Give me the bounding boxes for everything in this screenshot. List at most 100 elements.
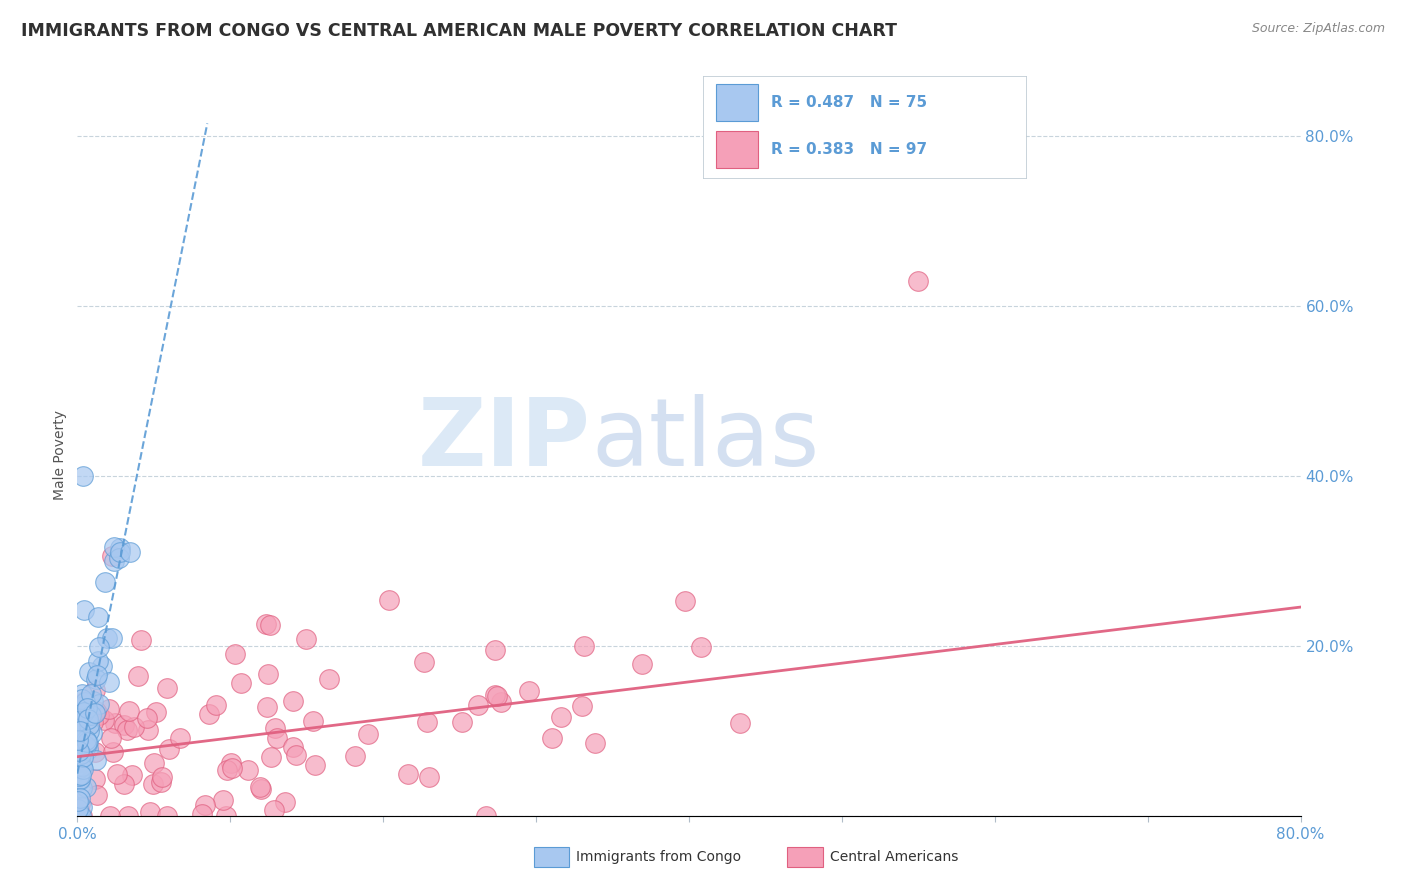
Point	[86, 653, 108, 667]
Point	[67, 706, 90, 720]
Point	[72, 469, 94, 483]
Point	[89, 708, 111, 723]
Point	[72, 698, 94, 713]
Point	[120, 545, 142, 559]
Point	[224, 647, 246, 661]
Point	[70, 799, 93, 814]
Point	[101, 745, 124, 759]
Point	[215, 763, 238, 777]
Point	[73, 693, 96, 707]
Point	[122, 720, 145, 734]
Point	[77, 742, 100, 756]
Point	[69, 755, 91, 769]
Point	[69, 797, 91, 811]
Point	[82, 715, 104, 730]
Point	[138, 805, 160, 819]
Point	[72, 749, 94, 764]
Point	[69, 773, 91, 788]
Point	[157, 741, 180, 756]
Point	[73, 603, 96, 617]
Point	[115, 723, 138, 737]
Bar	[716, 84, 758, 121]
Point	[194, 797, 217, 812]
Point	[357, 727, 380, 741]
Point	[156, 681, 179, 695]
Point	[72, 762, 94, 776]
Point	[77, 724, 100, 739]
Point	[67, 744, 90, 758]
Point	[484, 643, 506, 657]
Point	[254, 617, 277, 632]
Y-axis label: Male Poverty: Male Poverty	[53, 410, 67, 500]
Bar	[716, 131, 758, 168]
Point	[284, 748, 307, 763]
Point	[489, 695, 512, 709]
Point	[540, 731, 562, 745]
Text: ZIP: ZIP	[418, 394, 591, 486]
Point	[67, 731, 90, 745]
Point	[281, 694, 304, 708]
Point	[231, 676, 253, 690]
Point	[67, 793, 90, 807]
Text: IMMIGRANTS FROM CONGO VS CENTRAL AMERICAN MALE POVERTY CORRELATION CHART: IMMIGRANTS FROM CONGO VS CENTRAL AMERICA…	[21, 22, 897, 40]
Point	[70, 780, 93, 795]
Point	[70, 687, 93, 701]
Point	[67, 743, 90, 757]
Point	[100, 631, 122, 645]
Point	[378, 593, 401, 607]
Point	[108, 544, 131, 558]
Point	[86, 788, 108, 802]
Point	[136, 711, 159, 725]
Point	[77, 717, 100, 731]
Point	[198, 707, 221, 722]
Text: Immigrants from Congo: Immigrants from Congo	[576, 850, 741, 864]
Point	[259, 618, 281, 632]
Point	[114, 717, 136, 731]
Point	[413, 655, 436, 669]
Point	[84, 682, 107, 697]
Point	[266, 731, 288, 745]
Text: R = 0.487   N = 75: R = 0.487 N = 75	[770, 95, 927, 110]
Point	[69, 791, 91, 805]
Point	[67, 809, 90, 823]
Point	[70, 692, 93, 706]
Point	[127, 669, 149, 683]
Text: atlas: atlas	[591, 394, 820, 486]
Point	[70, 759, 93, 773]
Point	[118, 704, 141, 718]
Point	[86, 667, 108, 681]
Point	[75, 708, 97, 723]
Point	[67, 734, 90, 748]
Point	[583, 736, 606, 750]
Point	[105, 767, 128, 781]
Point	[571, 698, 593, 713]
Point	[72, 704, 94, 718]
Point	[121, 768, 143, 782]
Point	[69, 717, 91, 731]
Point	[690, 640, 713, 654]
Point	[318, 672, 340, 686]
Point	[75, 780, 97, 794]
Point	[84, 706, 107, 720]
Point	[256, 700, 278, 714]
Text: Central Americans: Central Americans	[830, 850, 957, 864]
Point	[67, 770, 90, 784]
Point	[304, 757, 326, 772]
Point	[212, 793, 235, 807]
Point	[76, 701, 98, 715]
Point	[82, 694, 104, 708]
Point	[67, 714, 90, 728]
Point	[69, 723, 91, 738]
Point	[94, 575, 117, 590]
Point	[142, 756, 165, 771]
Point	[451, 714, 474, 729]
Point	[274, 795, 297, 809]
Point	[103, 553, 125, 567]
Point	[249, 780, 271, 794]
Point	[301, 714, 323, 729]
Point	[73, 706, 96, 720]
Point	[238, 763, 260, 777]
Point	[82, 725, 104, 739]
Point	[100, 731, 122, 746]
Point	[67, 714, 90, 729]
